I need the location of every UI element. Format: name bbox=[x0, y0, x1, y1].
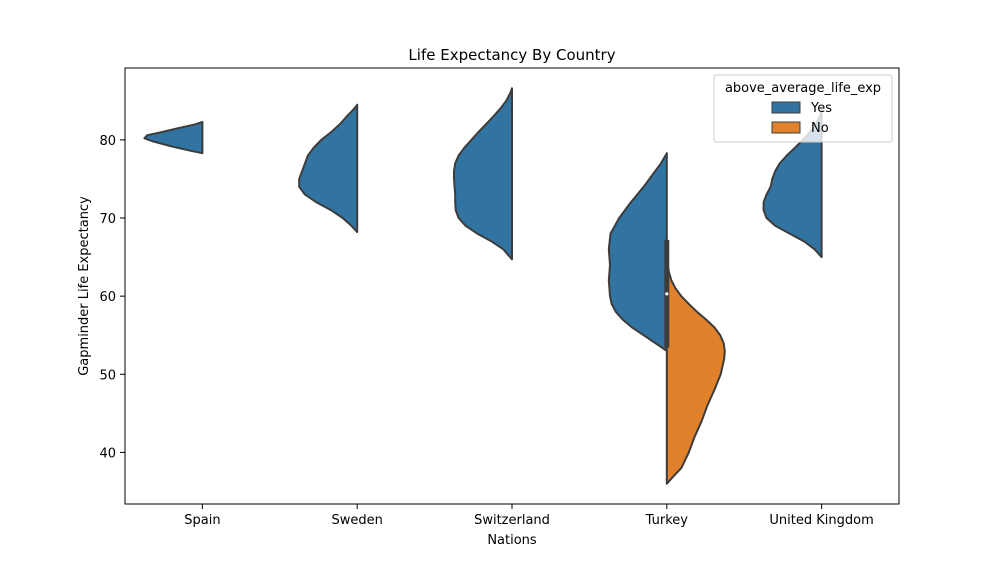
y-tick-label: 60 bbox=[99, 290, 116, 305]
y-tick-label: 50 bbox=[99, 368, 116, 383]
y-tick-label: 70 bbox=[99, 212, 116, 227]
violin-yes-turkey bbox=[607, 152, 668, 352]
legend-frame bbox=[713, 74, 893, 143]
violin-no-turkey bbox=[665, 259, 726, 485]
plot-area bbox=[143, 87, 823, 485]
x-tick-label: Turkey bbox=[645, 513, 689, 528]
x-tick-label: United Kingdom bbox=[769, 513, 873, 528]
inner-box-median bbox=[665, 292, 669, 296]
legend-title: above_average_life_exp bbox=[725, 81, 881, 96]
legend-swatch-yes bbox=[771, 101, 801, 114]
x-tick-label: Spain bbox=[184, 513, 220, 528]
x-axis-label: Nations bbox=[487, 533, 537, 548]
axes: 40 50 60 70 80 Spain Sweden Switzerland Turkey Un… bbox=[99, 134, 873, 528]
legend-swatch-no bbox=[771, 121, 801, 134]
violin-yes-switzerland bbox=[453, 87, 513, 261]
violin-yes-sweden bbox=[298, 103, 359, 234]
y-tick-label: 40 bbox=[99, 446, 116, 461]
x-tick-label: Sweden bbox=[332, 513, 383, 528]
y-axis-label: Gapminder Life Expectancy bbox=[77, 196, 92, 376]
legend-label-yes: Yes bbox=[810, 101, 832, 116]
chart-title: Life Expectancy By Country bbox=[408, 46, 615, 64]
legend-label-no: No bbox=[811, 121, 829, 136]
legend: above_average_life_exp Yes No bbox=[713, 74, 893, 143]
x-tick-label: Switzerland bbox=[474, 513, 550, 528]
y-tick-label: 80 bbox=[99, 134, 116, 149]
violin-yes-spain bbox=[143, 120, 204, 155]
